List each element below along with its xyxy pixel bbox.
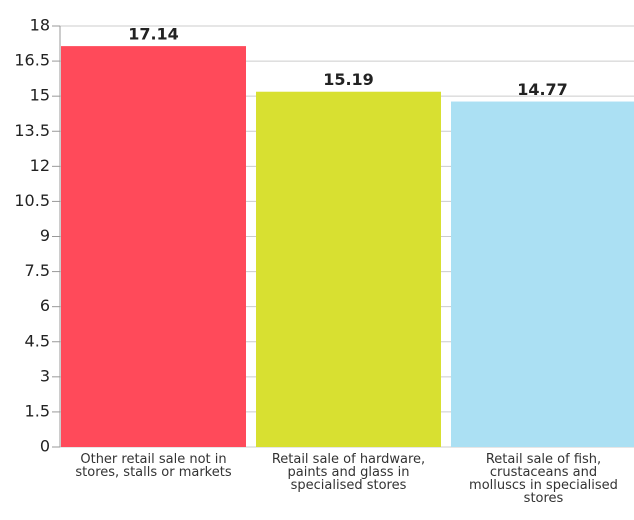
y-tick-label: 1.5 xyxy=(25,401,50,420)
bar xyxy=(451,101,634,447)
x-tick-label: Other retail sale not in stores, stalls … xyxy=(75,452,232,480)
y-tick-label: 4.5 xyxy=(25,331,50,350)
bar xyxy=(256,91,441,447)
value-label: 15.19 xyxy=(323,70,374,89)
bar xyxy=(61,46,246,448)
x-tick-label: Retail sale of hardware, paints and glas… xyxy=(271,452,426,493)
y-tick-label: 6 xyxy=(40,296,50,315)
y-tick-label: 10.5 xyxy=(14,191,50,210)
y-tick-label: 0 xyxy=(40,437,50,456)
y-tick-label: 18 xyxy=(30,16,50,35)
y-tick-label: 9 xyxy=(40,226,50,245)
y-tick-label: 13.5 xyxy=(14,121,50,140)
x-tick-label: Retail sale of fish, crustaceans and mol… xyxy=(469,452,618,506)
y-tick-label: 15 xyxy=(30,86,50,105)
y-tick-label: 16.5 xyxy=(14,51,50,70)
y-tick-label: 3 xyxy=(40,366,50,385)
value-label: 14.77 xyxy=(517,80,568,99)
y-tick-label: 7.5 xyxy=(25,261,50,280)
value-label: 17.14 xyxy=(128,25,179,44)
y-tick-label: 12 xyxy=(30,156,50,175)
